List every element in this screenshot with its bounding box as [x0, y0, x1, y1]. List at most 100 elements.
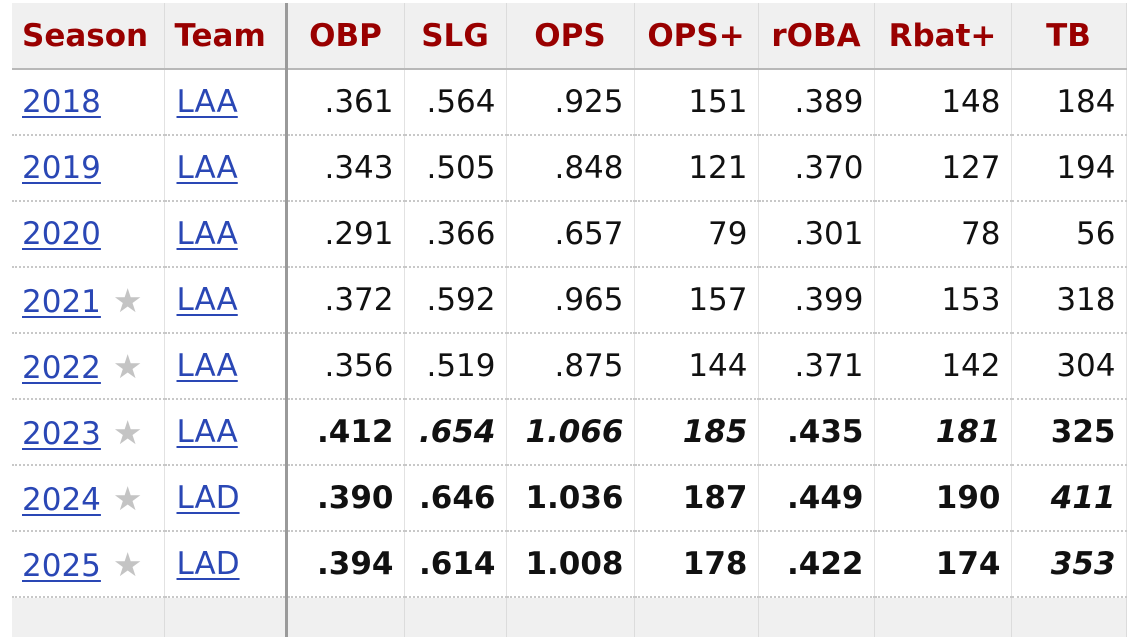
- season-link[interactable]: 2020: [22, 216, 101, 252]
- season-link[interactable]: 2018: [22, 84, 101, 120]
- cell-obp: .372: [286, 267, 405, 334]
- table-row: 2023 ★ LAA .412.654 1.066 185.435 181 325: [12, 399, 1127, 466]
- cell-ops-plus: 187: [634, 465, 759, 532]
- table-footer: [12, 597, 1127, 637]
- cell-rbat-plus: 142: [874, 333, 1012, 400]
- cell-season: 2021 ★: [12, 267, 165, 334]
- cell-roba: .422: [758, 531, 875, 598]
- team-link[interactable]: LAD: [176, 546, 240, 582]
- season-link[interactable]: 2021: [22, 283, 101, 320]
- cell-obp: .343: [286, 135, 405, 202]
- cell-tb: 194: [1011, 135, 1127, 202]
- cell-slg: .592: [404, 267, 507, 334]
- cell-tb: 56: [1011, 201, 1127, 268]
- cell-season: 2024 ★: [12, 465, 165, 532]
- cell-slg: .614: [404, 531, 507, 598]
- cell-ops-plus: 79: [634, 201, 759, 268]
- cell-team: LAA: [164, 333, 288, 400]
- team-link[interactable]: LAA: [176, 150, 238, 186]
- cell-season: 2018: [12, 69, 165, 136]
- cell-tb: 411: [1011, 465, 1127, 532]
- batting-stats-table: Season Team OBP SLG OPS OPS+ rOBA Rbat+ …: [12, 3, 1127, 637]
- cell-slg: .519: [404, 333, 507, 400]
- column-header-rbat-plus[interactable]: Rbat+: [874, 3, 1012, 70]
- all-star-icon: ★: [112, 478, 143, 518]
- cell-obp: .361: [286, 69, 405, 136]
- season-link[interactable]: 2023: [22, 415, 101, 452]
- cell-rbat-plus: 190: [874, 465, 1012, 532]
- cell-roba: .371: [758, 333, 875, 400]
- cell-ops-plus: 157: [634, 267, 759, 334]
- footer-cell: [164, 597, 288, 637]
- season-link[interactable]: 2022: [22, 349, 101, 386]
- cell-ops-plus: 185: [634, 399, 759, 466]
- cell-ops: 1.066: [506, 399, 635, 466]
- cell-ops: .925: [506, 69, 635, 136]
- column-header-team[interactable]: Team: [164, 3, 288, 70]
- cell-tb: 325: [1011, 399, 1127, 466]
- column-header-ops-plus[interactable]: OPS+: [634, 3, 759, 70]
- cell-team: LAA: [164, 201, 288, 268]
- cell-obp: .394: [286, 531, 405, 598]
- cell-slg: .366: [404, 201, 507, 268]
- cell-team: LAA: [164, 69, 288, 136]
- table-row: 2025 ★ LAD .394.614 1.008 178.422 174 353: [12, 531, 1127, 598]
- cell-team: LAD: [164, 531, 288, 598]
- team-link[interactable]: LAA: [176, 282, 238, 318]
- cell-ops-plus: 121: [634, 135, 759, 202]
- cell-team: LAD: [164, 465, 288, 532]
- team-link[interactable]: LAD: [176, 480, 240, 516]
- column-header-roba[interactable]: rOBA: [758, 3, 875, 70]
- cell-roba: .389: [758, 69, 875, 136]
- cell-rbat-plus: 181: [874, 399, 1012, 466]
- column-header-season[interactable]: Season: [12, 3, 165, 70]
- team-link[interactable]: LAA: [176, 84, 238, 120]
- season-link[interactable]: 2024: [22, 481, 101, 518]
- season-link[interactable]: 2019: [22, 150, 101, 186]
- table-row: 2020 LAA .291.366.657 79.301 78 56: [12, 201, 1127, 268]
- cell-season: 2023 ★: [12, 399, 165, 466]
- cell-ops: .848: [506, 135, 635, 202]
- cell-season: 2019: [12, 135, 165, 202]
- cell-ops: .657: [506, 201, 635, 268]
- cell-roba: .449: [758, 465, 875, 532]
- cell-tb: 353: [1011, 531, 1127, 598]
- cell-season: 2020: [12, 201, 165, 268]
- cell-ops-plus: 178: [634, 531, 759, 598]
- cell-slg: .564: [404, 69, 507, 136]
- cell-season: 2025 ★: [12, 531, 165, 598]
- column-header-ops[interactable]: OPS: [506, 3, 635, 70]
- cell-tb: 184: [1011, 69, 1127, 136]
- cell-rbat-plus: 127: [874, 135, 1012, 202]
- cell-rbat-plus: 153: [874, 267, 1012, 334]
- footer-cell: [634, 597, 759, 637]
- cell-roba: .435: [758, 399, 875, 466]
- footer-cell: [1011, 597, 1127, 637]
- column-header-slg[interactable]: SLG: [404, 3, 507, 70]
- all-star-icon: ★: [112, 412, 143, 452]
- cell-team: LAA: [164, 399, 288, 466]
- column-header-obp[interactable]: OBP: [286, 3, 405, 70]
- team-link[interactable]: LAA: [176, 414, 238, 450]
- all-star-icon: ★: [112, 280, 143, 320]
- column-header-tb[interactable]: TB: [1011, 3, 1127, 70]
- cell-ops: .965: [506, 267, 635, 334]
- cell-obp: .291: [286, 201, 405, 268]
- footer-cell: [286, 597, 405, 637]
- season-link[interactable]: 2025: [22, 547, 101, 584]
- cell-roba: .370: [758, 135, 875, 202]
- cell-team: LAA: [164, 267, 288, 334]
- cell-obp: .412: [286, 399, 405, 466]
- cell-ops-plus: 144: [634, 333, 759, 400]
- cell-tb: 304: [1011, 333, 1127, 400]
- table-row: 2021 ★ LAA .372.592.965 157.399 153 318: [12, 267, 1127, 334]
- cell-rbat-plus: 148: [874, 69, 1012, 136]
- team-link[interactable]: LAA: [176, 216, 238, 252]
- cell-rbat-plus: 174: [874, 531, 1012, 598]
- team-link[interactable]: LAA: [176, 348, 238, 384]
- stats-table-container: Season Team OBP SLG OPS OPS+ rOBA Rbat+ …: [12, 3, 1127, 637]
- cell-tb: 318: [1011, 267, 1127, 334]
- all-star-icon: ★: [112, 346, 143, 386]
- cell-slg: .646: [404, 465, 507, 532]
- table-row: 2018 LAA .361.564.925 151.389 148 184: [12, 69, 1127, 136]
